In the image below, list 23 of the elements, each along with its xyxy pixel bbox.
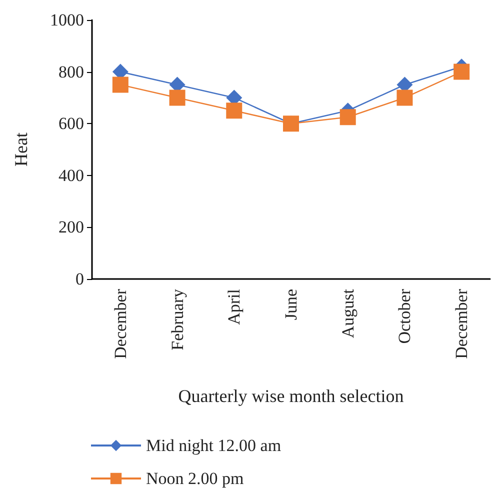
y-tick-label: 200 <box>58 218 84 237</box>
x-tick-label: February <box>168 288 187 350</box>
x-tick-label: October <box>395 288 414 344</box>
point <box>112 76 128 93</box>
y-tick-label: 0 <box>76 270 84 288</box>
point <box>226 102 242 119</box>
y-tick-label: 800 <box>58 62 84 82</box>
x-axis-title: Quarterly wise month selection <box>178 386 404 406</box>
x-tick-label: December <box>452 288 472 359</box>
legend-label: Noon 2.00 pm <box>146 469 244 488</box>
y-axis-title: Heat <box>11 132 31 166</box>
x-tick-label: April <box>224 288 244 325</box>
legend-label: Mid night 12.00 am <box>146 436 282 455</box>
point <box>396 90 413 106</box>
y-tick-label: 600 <box>58 114 84 134</box>
x-tick-label: December <box>110 288 130 359</box>
x-tick-label: August <box>338 288 358 338</box>
point <box>454 64 470 80</box>
point <box>340 109 356 126</box>
x-tick-label: June <box>282 289 300 320</box>
point <box>169 90 186 106</box>
y-tick-label: 1000 <box>50 10 84 30</box>
y-tick-label: 400 <box>58 166 84 185</box>
